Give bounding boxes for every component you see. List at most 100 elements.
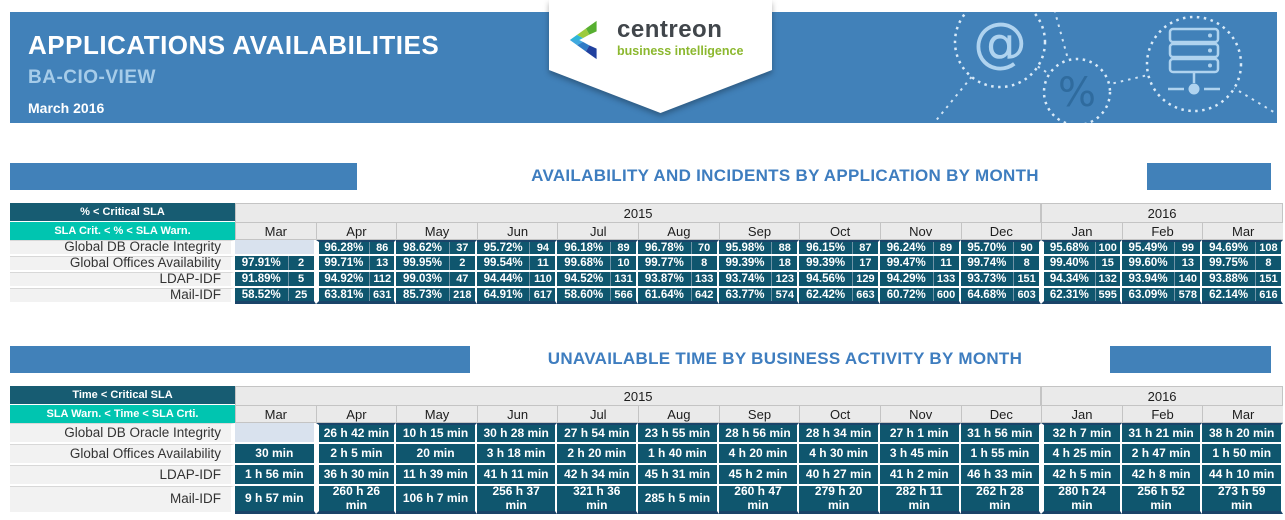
incident-count: 11 [529, 256, 555, 270]
duration-cell: 1 h 40 min [638, 444, 719, 465]
availability-percent: 95.72% [483, 242, 523, 254]
availability-percent: 60.72% [886, 288, 926, 301]
row-label: Global DB Oracle Integrity [10, 240, 235, 256]
duration-cell: 28 h 56 min [718, 423, 800, 444]
value-cell: 99.40% 15 [1041, 256, 1122, 272]
availability-percent: 99.75% [1209, 257, 1249, 269]
incident-count: 5 [287, 272, 314, 286]
value-cell: 63.09% 578 [1121, 288, 1203, 304]
availability-percent: 62.42% [806, 288, 846, 301]
month-header: Jul [557, 405, 639, 423]
incident-count: 47 [448, 272, 475, 286]
duration-cell: 256 h 52 min [1121, 486, 1203, 514]
year-header: 2016 [1041, 386, 1283, 405]
server-icon [1145, 15, 1243, 113]
availability-percent: 97.91% [241, 257, 281, 269]
value-cell: 97.91% 2 [235, 256, 316, 272]
duration-cell: 45 h 31 min [638, 465, 719, 486]
duration-cell: 2 h 47 min [1121, 444, 1203, 465]
row-label: LDAP-IDF [10, 465, 235, 486]
availability-percent: 93.74% [725, 273, 765, 285]
month-header: Mar [235, 222, 316, 240]
duration-cell: 4 h 20 min [718, 444, 800, 465]
incident-count: 642 [690, 288, 717, 301]
duration-cell: 27 h 54 min [557, 423, 639, 444]
duration-cell: 4 h 25 min [1041, 444, 1122, 465]
value-cell: 99.54% 11 [476, 256, 558, 272]
month-header: Jan [1041, 405, 1122, 423]
duration-cell: 321 h 36 min [557, 486, 639, 514]
year-header: 2016 [1041, 203, 1283, 222]
availability-percent: 94.29% [886, 273, 926, 285]
month-header: Aug [638, 222, 719, 240]
logo-name: centreon [617, 16, 723, 43]
section-title-text: UNAVAILABLE TIME BY BUSINESS ACTIVITY BY… [547, 349, 1023, 368]
at-icon: @ [953, 12, 1047, 89]
incident-count: 566 [610, 288, 636, 301]
svg-text:@: @ [973, 12, 1027, 74]
incident-count: 631 [369, 288, 394, 301]
incident-count: 18 [771, 256, 797, 270]
decorative-network-graphic: @ % [933, 12, 1277, 123]
availability-percent: 94.92% [324, 273, 364, 285]
report-title: APPLICATIONS AVAILABILITIES [28, 30, 440, 60]
incident-count: 15 [1094, 256, 1120, 270]
incident-count: 617 [529, 288, 555, 301]
availability-percent: 64.68% [967, 288, 1007, 301]
logo-tagline: business intelligence [617, 44, 744, 58]
duration-cell: 256 h 37 min [476, 486, 558, 514]
section-title-text: AVAILABILITY AND INCIDENTS BY APPLICATIO… [531, 166, 1039, 185]
value-cell: 96.78% 70 [638, 240, 719, 256]
availability-percent: 99.40% [1049, 257, 1089, 269]
duration-cell: 26 h 42 min [315, 423, 397, 444]
month-header: Sep [718, 405, 800, 423]
value-cell: 91.89% 5 [235, 272, 316, 288]
value-cell: 93.74% 123 [718, 272, 800, 288]
section-title-availability: AVAILABILITY AND INCIDENTS BY APPLICATIO… [10, 163, 1283, 190]
incident-count: 574 [771, 288, 797, 301]
row-label: Global Offices Availability [10, 256, 235, 272]
month-header: Nov [879, 405, 961, 423]
value-cell: 99.77% 8 [638, 256, 719, 272]
duration-cell: 1 h 56 min [235, 465, 316, 486]
availability-percent: 96.78% [644, 242, 684, 254]
incident-count: 100 [1094, 242, 1120, 254]
duration-cell: 11 h 39 min [396, 465, 477, 486]
availability-percent: 94.52% [564, 273, 604, 285]
value-cell: 94.34% 132 [1041, 272, 1122, 288]
availability-percent: 99.95% [403, 257, 443, 269]
duration-cell: 273 h 59 min [1202, 486, 1283, 514]
incident-count: 90 [1013, 242, 1039, 254]
logo-ribbon: centreon business intelligence [549, 0, 772, 113]
value-cell: 95.68% 100 [1041, 240, 1122, 256]
value-cell: 58.60% 566 [557, 288, 639, 304]
availability-percent: 99.77% [644, 257, 684, 269]
incident-count: 133 [690, 272, 717, 286]
row-label: LDAP-IDF [10, 272, 235, 288]
incident-count: 151 [1254, 272, 1281, 286]
row-label: Global Offices Availability [10, 444, 235, 465]
availability-percent: 93.73% [967, 273, 1007, 285]
incident-count: 17 [851, 256, 878, 270]
incident-count: 99 [1174, 242, 1200, 254]
duration-cell: 38 h 20 min [1202, 423, 1283, 444]
duration-cell: 46 h 33 min [960, 465, 1042, 486]
availability-percent: 58.52% [241, 288, 281, 301]
availability-percent: 62.31% [1049, 288, 1089, 301]
incident-count: 37 [448, 242, 475, 254]
availability-percent: 95.70% [967, 242, 1007, 254]
incident-count: 218 [448, 288, 475, 301]
centreon-logo: centreon business intelligence [567, 18, 743, 62]
report-subtitle: BA-CIO-VIEW [28, 67, 156, 88]
availability-percent: 94.34% [1049, 273, 1089, 285]
duration-cell: 20 min [396, 444, 477, 465]
availability-percent: 96.24% [886, 242, 926, 254]
value-cell: 62.31% 595 [1041, 288, 1122, 304]
value-cell: 95.49% 99 [1121, 240, 1203, 256]
report-period: March 2016 [28, 100, 105, 116]
svg-text:%: % [1058, 70, 1096, 116]
duration-cell: 30 h 28 min [476, 423, 558, 444]
duration-cell: 2 h 5 min [315, 444, 397, 465]
duration-cell: 280 h 24 min [1041, 486, 1122, 514]
incident-count: 132 [1094, 272, 1120, 286]
